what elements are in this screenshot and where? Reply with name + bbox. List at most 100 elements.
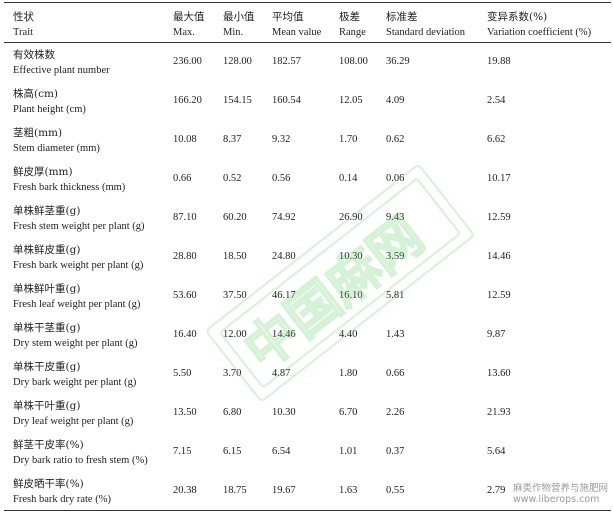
trait-name-en: Dry bark weight per plant (g) [13, 377, 137, 388]
value-range: 26.90 [339, 212, 363, 223]
value-range: 4.40 [339, 329, 358, 340]
trait-name-en: Stem diameter (mm) [13, 143, 100, 154]
trait-name-zh: 单株干皮重(g) [13, 361, 81, 373]
value-sd: 2.26 [386, 407, 405, 418]
value-min: 60.20 [223, 212, 247, 223]
top-rule [4, 2, 611, 3]
value-range: 1.63 [339, 485, 358, 496]
value-max: 236.00 [173, 56, 202, 67]
trait-name-zh: 株高(cm) [13, 88, 59, 100]
value-range: 16.10 [339, 290, 363, 301]
trait-name-zh: 单株鲜皮重(g) [13, 244, 81, 256]
value-mean: 46.17 [272, 290, 296, 301]
value-cv: 21.93 [487, 407, 511, 418]
watermark-stamp: 中国麻网 [206, 165, 474, 401]
watermark-site-url: www.liberops.com [513, 494, 600, 505]
value-max: 28.80 [173, 251, 197, 262]
trait-name-zh: 茎粗(mm) [13, 127, 63, 139]
header-trait-zh: 性状 [13, 11, 34, 23]
value-range: 108.00 [339, 56, 368, 67]
header-sd-zh: 标准差 [386, 11, 418, 23]
value-max: 7.15 [173, 446, 192, 457]
header-sd-en: Standard deviation [386, 27, 466, 38]
value-sd: 5.81 [386, 290, 405, 301]
header-rule [4, 42, 611, 43]
value-sd: 0.62 [386, 134, 405, 145]
watermark-site-zh: 麻类作物营养与施肥网 [513, 483, 609, 494]
trait-name-zh: 单株干茎重(g) [13, 322, 81, 334]
value-cv: 12.59 [487, 212, 511, 223]
value-mean: 14.46 [272, 329, 296, 340]
header-mean-en: Mean value [272, 27, 322, 38]
value-min: 128.00 [223, 56, 252, 67]
value-max: 20.38 [173, 485, 197, 496]
value-range: 1.80 [339, 368, 358, 379]
value-cv: 2.54 [487, 95, 506, 106]
value-cv: 6.62 [487, 134, 506, 145]
value-cv: 14.46 [487, 251, 511, 262]
header-range-zh: 极差 [339, 11, 360, 23]
value-min: 0.52 [223, 173, 242, 184]
value-mean: 10.30 [272, 407, 296, 418]
value-max: 10.08 [173, 134, 197, 145]
trait-name-en: Fresh bark weight per plant (g) [13, 260, 144, 271]
trait-name-zh: 单株干叶重(g) [13, 400, 81, 412]
value-sd: 0.66 [386, 368, 405, 379]
header-cv-en: Variation coefficient (%) [487, 27, 592, 38]
value-cv: 5.64 [487, 446, 506, 457]
header-range-en: Range [339, 27, 366, 38]
trait-name-zh: 鲜皮厚(mm) [13, 166, 73, 178]
value-max: 0.66 [173, 173, 192, 184]
value-min: 3.70 [223, 368, 242, 379]
value-mean: 74.92 [272, 212, 296, 223]
value-min: 154.15 [223, 95, 252, 106]
value-min: 8.37 [223, 134, 242, 145]
trait-name-zh: 鲜皮晒干率(%) [13, 478, 84, 490]
value-sd: 0.37 [386, 446, 405, 457]
trait-name-zh: 单株鲜茎重(g) [13, 205, 81, 217]
header-max-en: Max. [173, 27, 195, 38]
value-mean: 0.56 [272, 173, 291, 184]
value-cv: 19.88 [487, 56, 511, 67]
value-range: 1.01 [339, 446, 358, 457]
value-max: 5.50 [173, 368, 192, 379]
value-range: 1.70 [339, 134, 358, 145]
value-mean: 9.32 [272, 134, 291, 145]
value-cv: 13.60 [487, 368, 511, 379]
header-max-zh: 最大值 [173, 11, 205, 23]
value-sd: 1.43 [386, 329, 405, 340]
header-min-zh: 最小值 [223, 11, 255, 23]
trait-name-en: Dry bark ratio to fresh stem (%) [13, 455, 148, 466]
value-range: 12.05 [339, 95, 363, 106]
value-sd: 4.09 [386, 95, 405, 106]
value-sd: 3.59 [386, 251, 405, 262]
value-min: 12.00 [223, 329, 247, 340]
watermark-stamp-text: 中国麻网 [234, 206, 435, 381]
header-mean-zh: 平均值 [272, 11, 304, 23]
header-min-en: Min. [223, 27, 244, 38]
value-max: 87.10 [173, 212, 197, 223]
trait-name-en: Fresh leaf weight per plant (g) [13, 299, 141, 310]
trait-name-zh: 有效株数 [13, 49, 55, 61]
bottom-rule [4, 510, 611, 511]
value-mean: 6.54 [272, 446, 291, 457]
value-cv: 12.59 [487, 290, 511, 301]
header-cv-zh: 变异系数(%) [487, 11, 548, 23]
trait-name-en: Dry leaf weight per plant (g) [13, 416, 134, 427]
value-min: 37.50 [223, 290, 247, 301]
value-cv: 9.87 [487, 329, 506, 340]
trait-name-en: Dry stem weight per plant (g) [13, 338, 138, 349]
trait-name-en: Effective plant number [13, 65, 110, 76]
trait-name-zh: 单株鲜叶重(g) [13, 283, 81, 295]
value-min: 6.15 [223, 446, 242, 457]
trait-name-en: Fresh stem weight per plant (g) [13, 221, 145, 232]
trait-name-en: Plant height (cm) [13, 104, 86, 115]
value-cv: 10.17 [487, 173, 511, 184]
trait-name-en: Fresh bark dry rate (%) [13, 494, 111, 505]
value-max: 16.40 [173, 329, 197, 340]
trait-name-en: Fresh bark thickness (mm) [13, 182, 126, 193]
value-mean: 160.54 [272, 95, 301, 106]
value-max: 166.20 [173, 95, 202, 106]
value-range: 6.70 [339, 407, 358, 418]
value-sd: 9.43 [386, 212, 405, 223]
